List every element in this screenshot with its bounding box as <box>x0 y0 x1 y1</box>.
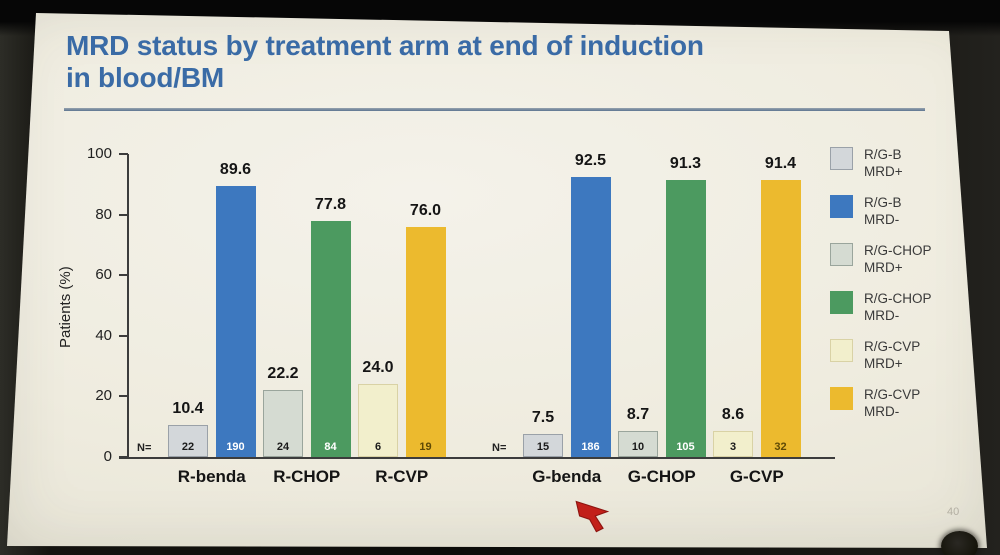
title-underline <box>64 108 925 111</box>
legend-swatch <box>830 243 853 266</box>
bar-n-value: 186 <box>581 441 600 453</box>
legend-label: R/G-CHOP MRD- <box>864 290 932 324</box>
y-axis-tick-label: 100 <box>86 145 112 162</box>
legend-label-line1: R/G-B <box>864 147 902 162</box>
legend-label: R/G-CVP MRD+ <box>864 338 920 372</box>
slide-title: MRD status by treatment arm at end of in… <box>66 30 886 94</box>
legend-item: R/G-B MRD+ <box>830 146 903 180</box>
bar-n-value: 6 <box>374 441 382 453</box>
legend-swatch <box>830 387 853 410</box>
legend-item: R/G-CHOP MRD- <box>830 290 932 324</box>
bar <box>570 176 611 457</box>
y-axis <box>127 154 129 458</box>
bar <box>358 384 398 457</box>
bar-n-value: 32 <box>774 441 787 453</box>
bar <box>523 434 563 457</box>
y-axis-tick <box>119 153 128 155</box>
y-axis-title: Patients (%) <box>57 266 74 348</box>
arm-label: R-benda <box>177 467 246 486</box>
slide-title-line1: MRD status by treatment arm at end of in… <box>66 30 704 61</box>
legend-label-line2: MRD- <box>864 404 900 419</box>
bar-n-value: 15 <box>536 441 550 453</box>
legend-label-line1: R/G-B <box>864 195 902 210</box>
y-axis-tick-label: 80 <box>95 205 112 223</box>
bar-n-value: 190 <box>226 441 245 453</box>
arm-label: G-benda <box>532 467 602 486</box>
legend-label-line2: MRD- <box>864 212 900 227</box>
y-axis-tick <box>119 334 128 337</box>
arm-label: G-CHOP <box>627 467 696 486</box>
pointer-arrow-icon <box>575 500 610 533</box>
bar-n-value: 3 <box>729 441 737 453</box>
legend-item: R/G-CVP MRD- <box>830 386 920 420</box>
legend-label-line1: R/G-CVP <box>864 387 921 402</box>
bar-value-label: 22.2 <box>267 364 299 382</box>
slide-page-number: 40 <box>947 506 960 518</box>
bar-value-label: 91.4 <box>764 155 797 173</box>
legend-label-line1: R/G-CVP <box>864 339 921 354</box>
legend-swatch <box>830 291 853 314</box>
bar <box>405 226 446 457</box>
bar-n-value: 24 <box>276 441 290 453</box>
bar <box>215 185 256 457</box>
y-axis-tick-label: 20 <box>95 387 112 405</box>
bar <box>168 425 208 457</box>
bar-n-value: 10 <box>631 441 645 453</box>
n-equals-label: N= <box>492 442 507 454</box>
bar-value-label: 7.5 <box>531 409 555 427</box>
arm-label: R-CVP <box>375 467 429 486</box>
legend-label: R/G-B MRD+ <box>864 146 903 180</box>
slide-title-line2: in blood/BM <box>66 62 224 93</box>
y-axis-tick <box>119 274 128 277</box>
foreground-object <box>941 531 978 555</box>
n-equals-label: N= <box>137 442 152 454</box>
legend-item: R/G-CHOP MRD+ <box>830 242 932 276</box>
arm-label: R-CHOP <box>273 467 341 486</box>
bar <box>263 389 303 457</box>
bar-value-label: 91.3 <box>669 155 702 173</box>
bar <box>713 430 753 457</box>
bar-n-value: 105 <box>676 441 695 453</box>
y-axis-tick-label: 40 <box>95 326 112 344</box>
bar-value-label: 89.6 <box>219 160 252 178</box>
bar-value-label: 10.4 <box>172 400 204 418</box>
legend-swatch <box>830 195 853 218</box>
bar-n-value: 84 <box>324 441 337 453</box>
bar-value-label: 24.0 <box>362 359 394 377</box>
bar-value-label: 92.5 <box>574 151 607 169</box>
legend-label-line1: R/G-CHOP <box>864 291 932 306</box>
y-axis-tick-label: 60 <box>95 266 112 284</box>
bar-value-label: 8.7 <box>626 405 650 423</box>
bar-n-value: 19 <box>419 441 432 453</box>
bar <box>618 430 658 457</box>
legend-label-line2: MRD+ <box>864 260 903 275</box>
legend-label: R/G-B MRD- <box>864 194 902 228</box>
bar-n-value: 22 <box>181 441 195 453</box>
bar-value-label: 76.0 <box>409 201 442 219</box>
bar-value-label: 77.8 <box>314 196 347 214</box>
y-axis-tick <box>119 213 128 216</box>
x-axis <box>119 457 835 459</box>
arm-label: G-CVP <box>729 467 784 486</box>
y-axis-tick <box>119 395 128 398</box>
bar-value-label: 8.6 <box>721 405 745 423</box>
y-axis-tick <box>119 456 128 458</box>
legend-label: R/G-CVP MRD- <box>864 386 920 420</box>
legend-item: R/G-B MRD- <box>830 194 902 228</box>
legend-swatch <box>830 147 853 170</box>
legend-label: R/G-CHOP MRD+ <box>864 242 932 276</box>
legend-label-line2: MRD- <box>864 308 900 323</box>
legend-swatch <box>830 339 853 362</box>
bar <box>665 180 706 457</box>
bar <box>760 180 801 457</box>
legend-label-line1: R/G-CHOP <box>864 243 932 258</box>
legend-label-line2: MRD+ <box>864 356 903 371</box>
legend-label-line2: MRD+ <box>864 164 903 179</box>
y-axis-tick-label: 0 <box>103 448 112 465</box>
legend-item: R/G-CVP MRD+ <box>830 338 920 372</box>
bar <box>310 221 351 457</box>
